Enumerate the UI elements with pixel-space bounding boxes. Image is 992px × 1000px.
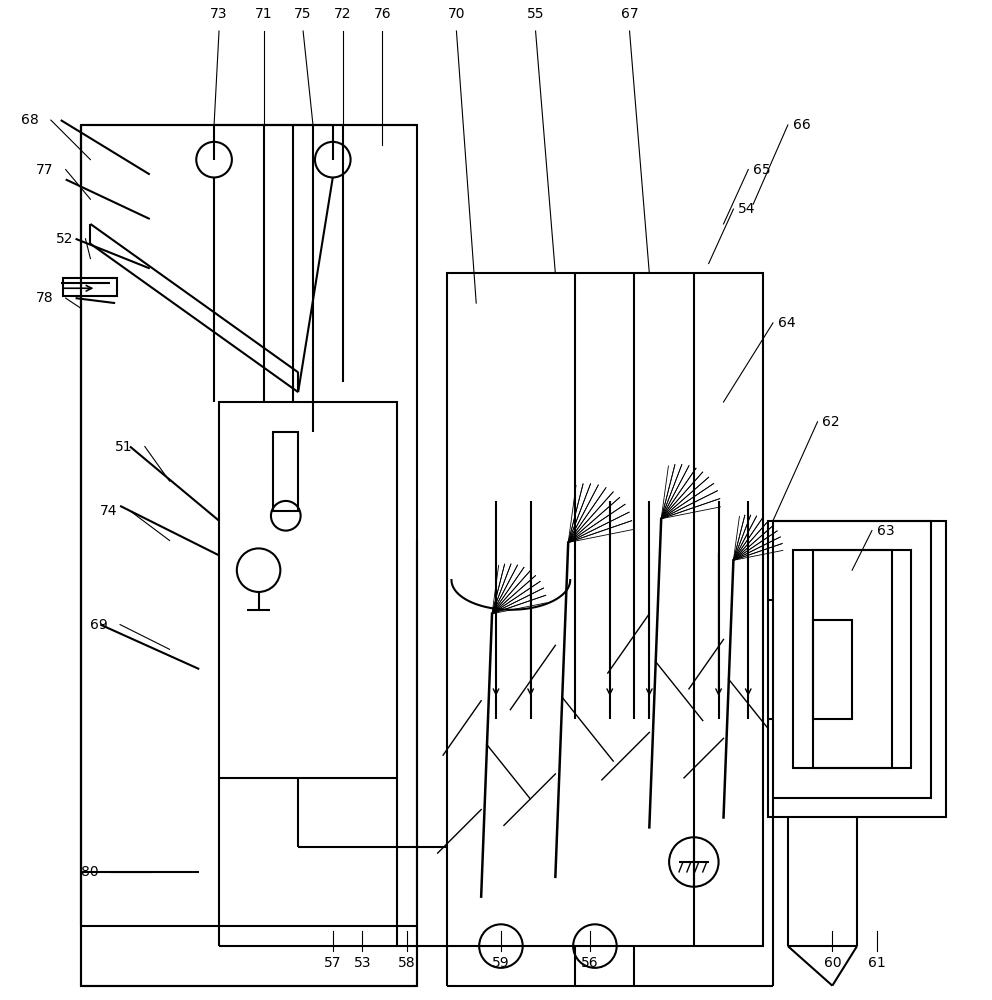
Text: 64: 64 [778, 316, 796, 330]
Text: 57: 57 [324, 956, 341, 970]
Text: 63: 63 [877, 524, 895, 538]
Text: 51: 51 [115, 440, 133, 454]
Bar [62, 278, 117, 296]
Bar [80, 125, 417, 986]
Text: 69: 69 [90, 618, 108, 632]
Text: 66: 66 [793, 118, 810, 132]
Text: 70: 70 [447, 7, 465, 21]
Text: 72: 72 [334, 7, 351, 21]
Bar [446, 273, 763, 946]
Text: 71: 71 [255, 7, 273, 21]
Bar [793, 550, 912, 768]
Text: 60: 60 [823, 956, 841, 970]
Text: 53: 53 [354, 956, 371, 970]
Bar [768, 521, 946, 817]
Text: 73: 73 [210, 7, 228, 21]
Text: 68: 68 [21, 113, 39, 127]
Text: 76: 76 [373, 7, 391, 21]
Text: 74: 74 [100, 504, 118, 518]
Text: 56: 56 [581, 956, 599, 970]
Text: 75: 75 [295, 7, 311, 21]
Text: 62: 62 [822, 415, 840, 429]
Text: 67: 67 [621, 7, 639, 21]
Text: 61: 61 [868, 956, 886, 970]
Bar [274, 432, 299, 511]
Bar [812, 550, 892, 768]
Text: 65: 65 [753, 163, 771, 177]
Text: 80: 80 [80, 865, 98, 879]
Bar [773, 521, 931, 798]
Text: 58: 58 [398, 956, 416, 970]
Text: 55: 55 [527, 7, 545, 21]
Bar [219, 402, 397, 778]
Bar [812, 620, 852, 719]
Text: 54: 54 [738, 202, 756, 216]
Text: 52: 52 [56, 232, 73, 246]
Text: 77: 77 [36, 163, 54, 177]
Text: 78: 78 [36, 291, 54, 305]
Text: 59: 59 [492, 956, 510, 970]
